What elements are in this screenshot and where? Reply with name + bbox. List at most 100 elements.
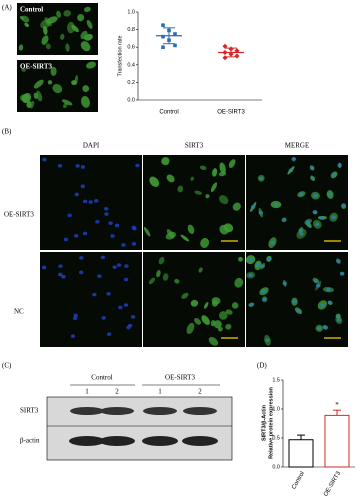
y-tick-label: 1.0 — [127, 9, 135, 15]
nucleus — [331, 173, 337, 177]
cell — [231, 302, 239, 309]
cell — [162, 273, 169, 281]
cell — [50, 66, 57, 76]
nucleus — [57, 163, 63, 168]
nucleus — [131, 242, 137, 246]
cell — [205, 194, 210, 199]
y-axis-label: Relative protein expression — [268, 386, 274, 458]
nucleus — [341, 204, 346, 208]
cell — [21, 92, 32, 104]
nucleus — [114, 223, 120, 228]
nucleus — [110, 234, 115, 238]
nucleus — [309, 166, 315, 170]
cell — [18, 44, 24, 51]
nucleus — [331, 215, 336, 220]
blot-box — [46, 396, 233, 461]
nucleus — [296, 308, 301, 313]
cell — [217, 326, 223, 332]
cell — [80, 30, 88, 40]
image-background — [143, 252, 245, 347]
micrograph — [40, 155, 142, 250]
point — [222, 49, 228, 56]
cell — [148, 277, 156, 285]
panel-label: (D) — [257, 362, 267, 370]
cell — [82, 85, 90, 92]
nucleus — [305, 219, 311, 224]
band — [143, 407, 177, 415]
y-tick-label: 0.4 — [127, 62, 135, 68]
nucleus — [317, 326, 322, 331]
column-header: SIRT3 — [185, 142, 204, 150]
image-background — [40, 252, 142, 347]
nucleus — [339, 271, 345, 276]
nucleus — [326, 287, 331, 292]
lane-label: 2 — [198, 388, 202, 396]
band — [69, 436, 105, 446]
point — [167, 28, 171, 33]
nucleus — [106, 332, 112, 336]
cell — [190, 299, 199, 307]
cell — [41, 35, 49, 45]
nucleus — [336, 259, 341, 263]
micrograph — [17, 3, 98, 55]
nucleus — [282, 281, 287, 286]
nucleus — [273, 202, 279, 207]
nucleus — [78, 270, 84, 275]
nucleus — [116, 263, 122, 267]
nucleus — [292, 299, 297, 304]
cell — [40, 19, 51, 29]
cell — [21, 68, 27, 72]
cell — [201, 315, 210, 325]
nucleus — [80, 165, 86, 169]
band-label: β-actin — [20, 437, 40, 445]
point — [161, 34, 165, 39]
lane-label: 2 — [115, 388, 119, 396]
cell — [166, 174, 175, 183]
panel-label: (C) — [2, 362, 12, 370]
bar — [288, 439, 314, 468]
image-label: OE-SIRT3 — [20, 63, 53, 71]
cell — [198, 267, 203, 273]
cell — [194, 190, 203, 195]
nucleus — [266, 257, 272, 261]
y-tick-label: 0.6 — [127, 45, 135, 51]
cell — [232, 202, 241, 211]
band — [70, 407, 104, 415]
point — [161, 45, 165, 49]
nucleus — [88, 200, 93, 204]
nucleus — [97, 274, 102, 278]
nucleus — [104, 206, 109, 211]
nucleus — [327, 300, 333, 305]
nucleus — [281, 218, 287, 222]
micrograph — [245, 252, 348, 347]
nucleus — [92, 292, 97, 297]
nucleus — [101, 316, 106, 320]
nucleus — [121, 243, 126, 247]
nucleus — [336, 318, 342, 322]
row-label: OE-SIRT3 — [4, 211, 34, 219]
cell — [208, 336, 219, 346]
nucleus — [100, 255, 106, 260]
cell — [45, 43, 51, 50]
nucleus — [313, 193, 318, 198]
cell — [194, 317, 202, 325]
cell — [177, 185, 184, 193]
cell — [213, 320, 222, 329]
cell — [56, 10, 62, 18]
nucleus — [316, 283, 321, 288]
nucleus — [315, 222, 320, 227]
nucleus — [58, 264, 63, 268]
nucleus — [250, 205, 256, 209]
cell — [19, 16, 24, 20]
point — [161, 23, 165, 27]
group-label: Control — [91, 374, 112, 382]
nucleus — [291, 157, 296, 161]
nucleus — [123, 277, 129, 282]
micrograph — [17, 60, 98, 112]
band-label: SIRT3 — [20, 407, 39, 415]
cell — [211, 297, 221, 305]
nucleus — [261, 289, 267, 294]
nucleus — [82, 199, 88, 204]
band — [99, 436, 135, 446]
nucleus — [323, 325, 328, 330]
